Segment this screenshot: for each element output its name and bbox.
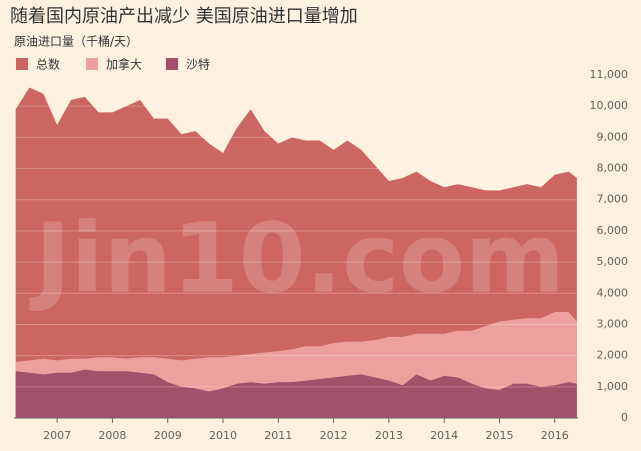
y-tick-label: 6,000 <box>597 224 629 237</box>
x-tick-label: 2012 <box>320 429 348 442</box>
legend-label: 总数 <box>36 57 60 72</box>
legend-swatch <box>86 58 98 70</box>
x-tick-label: 2007 <box>43 429 71 442</box>
x-tick-label: 2008 <box>98 429 126 442</box>
x-tick-label: 2011 <box>264 429 292 442</box>
legend-label: 沙特 <box>186 57 210 72</box>
x-tick-label: 2010 <box>209 429 237 442</box>
y-tick-label: 5,000 <box>597 255 629 268</box>
x-tick-label: 2016 <box>541 429 569 442</box>
y-tick-label: 4,000 <box>597 286 629 299</box>
y-tick-label: 1,000 <box>597 380 629 393</box>
y-tick-label: 8,000 <box>597 162 629 175</box>
watermark: Jin10.com <box>29 202 565 314</box>
y-tick-label: 0 <box>621 411 628 424</box>
x-tick-label: 2009 <box>154 429 182 442</box>
y-tick-label: 3,000 <box>597 317 629 330</box>
area <box>15 369 577 418</box>
y-tick-label: 2,000 <box>597 349 629 362</box>
x-tick-label: 2014 <box>430 429 458 442</box>
y-tick-label: 11,000 <box>590 68 629 81</box>
legend-swatch <box>16 58 28 70</box>
y-tick-label: 9,000 <box>597 130 629 143</box>
legend-label: 加拿大 <box>106 57 142 72</box>
y-tick-label: 7,000 <box>597 193 629 206</box>
y-tick-label: 10,000 <box>590 99 629 112</box>
legend-swatch <box>166 58 178 70</box>
chart-title: 随着国内原油产出减少 美国原油进口量增加 <box>10 6 358 27</box>
chart-subtitle: 原油进口量（千桶/天） <box>14 34 138 49</box>
x-tick-label: 2013 <box>375 429 403 442</box>
x-tick-label: 2015 <box>485 429 513 442</box>
